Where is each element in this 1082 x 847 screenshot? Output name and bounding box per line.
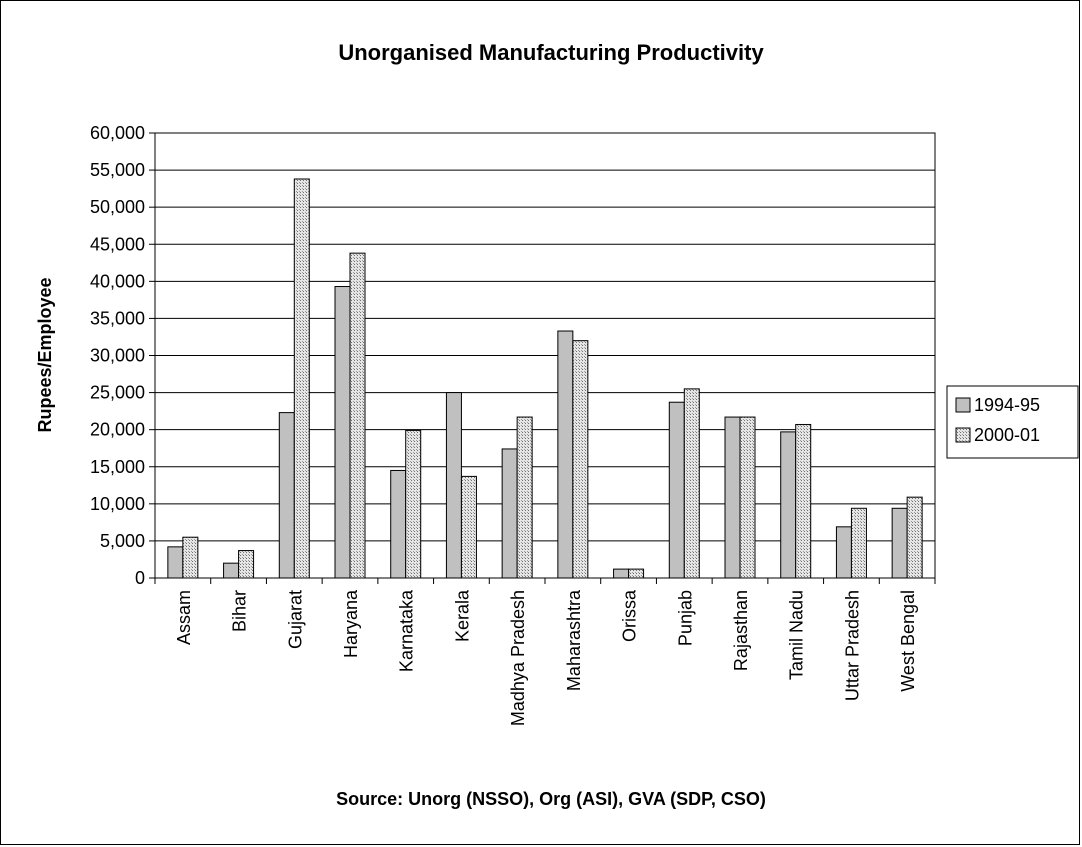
x-tick-label: West Bengal [898,590,918,692]
x-tick-label: Tamil Nadu [787,590,807,680]
bar-2000-01 [795,423,812,579]
y-tick-label: 20,000 [90,420,145,440]
plot-area: 0 5,000 10,000 15,000 20,000 25,000 30,000 35,0… [90,123,936,726]
legend-swatch [955,427,971,443]
bar-1994-95 [780,431,797,579]
x-tick-label: Gujarat [285,590,305,649]
y-tick-label: 50,000 [90,197,145,217]
y-tick-label: 35,000 [90,308,145,328]
y-axis-title: Rupees/Employee [35,277,55,432]
bar-1994-95 [334,286,351,579]
bar-1994-95 [223,562,240,579]
y-tick-label: 5,000 [100,531,145,551]
bar-1994-95 [891,507,908,579]
x-tick-label: Haryana [341,589,361,658]
x-axis-title: Source: Unorg (NSSO), Org (ASI), GVA (SD… [336,789,766,809]
bar-2000-01 [628,568,645,579]
bar-1994-95 [835,526,852,579]
x-tick-label: Uttar Pradesh [842,590,862,701]
bar-1994-95 [445,392,462,579]
y-tick-label: 0 [135,568,145,588]
x-tick-label: Bihar [230,590,250,632]
x-tick-label: Madhya Pradesh [508,590,528,726]
y-tick-label: 10,000 [90,494,145,514]
bar-2000-01 [739,416,756,579]
x-tick-label: Kerala [452,589,472,642]
y-tick-label: 40,000 [90,271,145,291]
bar-2000-01 [460,475,477,579]
bar-2000-01 [906,496,923,579]
bar-2000-01 [293,178,310,579]
y-tick-label: 55,000 [90,160,145,180]
bar-1994-95 [278,412,295,579]
bar-1994-95 [724,416,741,579]
bar-2000-01 [238,550,255,579]
x-tick-label: Rajasthan [731,590,751,671]
bar-1994-95 [613,568,630,579]
y-tick-label: 45,000 [90,234,145,254]
bar-2000-01 [405,429,422,579]
y-tick-label: 60,000 [90,123,145,143]
bar-1994-95 [167,546,184,579]
x-tick-label: Punjab [675,590,695,646]
chart-title: Unorganised Manufacturing Productivity [338,40,764,65]
bar-2000-01 [572,340,589,579]
x-tick-label: Assam [174,590,194,645]
bar-2000-01 [850,507,867,579]
bar-1994-95 [501,448,518,579]
y-tick-label: 30,000 [90,346,145,366]
bar-2000-01 [349,252,366,579]
bar-2000-01 [182,536,199,579]
x-tick-label: Orissa [620,589,640,642]
legend-swatch [955,397,971,413]
x-tick-label: Maharashtra [564,589,584,691]
legend: 1994-95 2000-01 [946,385,1079,459]
y-tick-label: 15,000 [90,457,145,477]
bar-1994-95 [557,330,574,579]
bar-2000-01 [683,388,700,579]
bar-1994-95 [390,469,407,579]
legend-label: 1994-95 [974,395,1040,415]
bar-2000-01 [516,416,533,579]
legend-label: 2000-01 [974,425,1040,445]
bar-1994-95 [668,401,685,579]
x-tick-label: Karnataka [397,589,417,672]
y-tick-label: 25,000 [90,383,145,403]
